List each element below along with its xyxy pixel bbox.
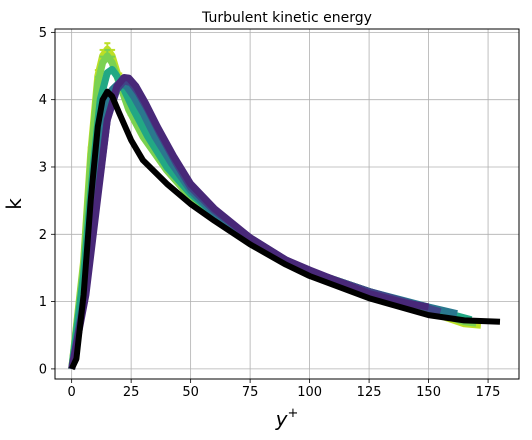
y-tick-label: 4 bbox=[39, 93, 47, 108]
series-line bbox=[68, 79, 458, 370]
x-tick-label: 150 bbox=[416, 385, 441, 400]
y-axis-label: k bbox=[2, 198, 26, 210]
series-7 bbox=[68, 88, 501, 371]
chart-title: Turbulent kinetic energy bbox=[201, 10, 372, 26]
plot-frame bbox=[54, 28, 520, 380]
y-tick-label: 5 bbox=[39, 26, 47, 41]
y-tick-label: 2 bbox=[39, 228, 47, 243]
y-tick-label: 1 bbox=[39, 295, 47, 310]
series-layer bbox=[68, 42, 501, 371]
series-6 bbox=[68, 74, 430, 370]
x-tick-label: 125 bbox=[357, 385, 382, 400]
x-tick-label: 50 bbox=[182, 385, 199, 400]
grid bbox=[55, 29, 519, 379]
x-axis-label: y+ bbox=[275, 406, 299, 431]
x-tick-label: 0 bbox=[68, 385, 76, 400]
x-axis-label-main: y bbox=[275, 407, 289, 431]
x-axis-label-sup: + bbox=[287, 406, 298, 421]
x-tick-label: 175 bbox=[476, 385, 501, 400]
series-line bbox=[68, 88, 501, 371]
series-line bbox=[68, 74, 430, 370]
x-tick-label: 75 bbox=[242, 385, 259, 400]
x-tick-label: 25 bbox=[123, 385, 140, 400]
x-tick-label: 100 bbox=[297, 385, 322, 400]
y-tick-label: 0 bbox=[39, 362, 47, 377]
y-tick-label: 3 bbox=[39, 160, 47, 175]
ticks: 0 25 50 75 100 125 150 175 0 1 2 3 4 5 bbox=[39, 26, 501, 400]
series-4 bbox=[68, 79, 458, 370]
